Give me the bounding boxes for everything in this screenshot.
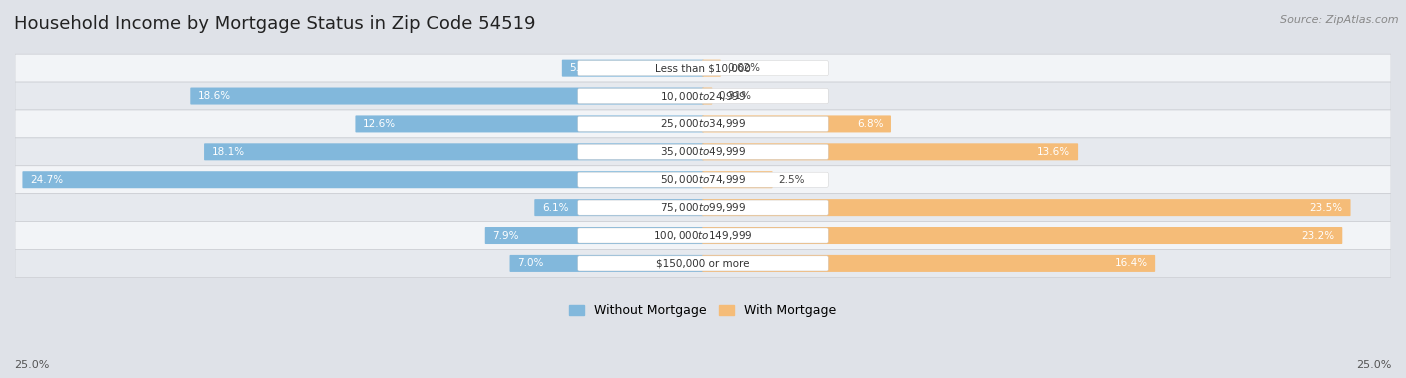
Text: 16.4%: 16.4% — [1115, 259, 1147, 268]
FancyBboxPatch shape — [204, 143, 704, 160]
FancyBboxPatch shape — [578, 256, 828, 271]
Text: 5.1%: 5.1% — [569, 63, 596, 73]
Text: 6.8%: 6.8% — [856, 119, 883, 129]
FancyBboxPatch shape — [702, 171, 773, 188]
FancyBboxPatch shape — [15, 138, 1391, 166]
Text: Less than $10,000: Less than $10,000 — [655, 63, 751, 73]
Text: 25.0%: 25.0% — [14, 361, 49, 370]
Text: 25.0%: 25.0% — [1357, 361, 1392, 370]
FancyBboxPatch shape — [22, 171, 704, 188]
Text: 23.2%: 23.2% — [1302, 231, 1334, 240]
FancyBboxPatch shape — [15, 194, 1391, 222]
Text: 23.5%: 23.5% — [1310, 203, 1343, 212]
FancyBboxPatch shape — [702, 143, 1078, 160]
Text: Source: ZipAtlas.com: Source: ZipAtlas.com — [1281, 15, 1399, 25]
FancyBboxPatch shape — [15, 82, 1391, 110]
FancyBboxPatch shape — [485, 227, 704, 244]
Text: $75,000 to $99,999: $75,000 to $99,999 — [659, 201, 747, 214]
Text: Household Income by Mortgage Status in Zip Code 54519: Household Income by Mortgage Status in Z… — [14, 15, 536, 33]
FancyBboxPatch shape — [562, 60, 704, 77]
Text: $100,000 to $149,999: $100,000 to $149,999 — [654, 229, 752, 242]
FancyBboxPatch shape — [578, 172, 828, 187]
Legend: Without Mortgage, With Mortgage: Without Mortgage, With Mortgage — [564, 299, 842, 322]
Text: 7.9%: 7.9% — [492, 231, 519, 240]
FancyBboxPatch shape — [702, 115, 891, 132]
FancyBboxPatch shape — [356, 115, 704, 132]
FancyBboxPatch shape — [578, 228, 828, 243]
Text: 12.6%: 12.6% — [363, 119, 396, 129]
FancyBboxPatch shape — [15, 222, 1391, 249]
Text: $35,000 to $49,999: $35,000 to $49,999 — [659, 145, 747, 158]
FancyBboxPatch shape — [578, 88, 828, 104]
Text: 18.6%: 18.6% — [198, 91, 231, 101]
Text: 13.6%: 13.6% — [1038, 147, 1070, 157]
Text: $10,000 to $24,999: $10,000 to $24,999 — [659, 90, 747, 102]
Text: 0.62%: 0.62% — [727, 63, 759, 73]
FancyBboxPatch shape — [15, 249, 1391, 277]
FancyBboxPatch shape — [578, 60, 828, 76]
Text: 7.0%: 7.0% — [517, 259, 544, 268]
Text: $50,000 to $74,999: $50,000 to $74,999 — [659, 173, 747, 186]
Text: 6.1%: 6.1% — [541, 203, 568, 212]
FancyBboxPatch shape — [578, 116, 828, 132]
Text: 0.31%: 0.31% — [718, 91, 751, 101]
FancyBboxPatch shape — [15, 166, 1391, 194]
FancyBboxPatch shape — [190, 88, 704, 105]
FancyBboxPatch shape — [702, 255, 1156, 272]
FancyBboxPatch shape — [702, 88, 713, 105]
FancyBboxPatch shape — [15, 110, 1391, 138]
Text: 2.5%: 2.5% — [779, 175, 806, 185]
FancyBboxPatch shape — [702, 227, 1343, 244]
FancyBboxPatch shape — [702, 60, 721, 77]
FancyBboxPatch shape — [509, 255, 704, 272]
Text: 18.1%: 18.1% — [212, 147, 245, 157]
FancyBboxPatch shape — [15, 54, 1391, 82]
Text: $150,000 or more: $150,000 or more — [657, 259, 749, 268]
Text: 24.7%: 24.7% — [30, 175, 63, 185]
FancyBboxPatch shape — [578, 200, 828, 215]
FancyBboxPatch shape — [534, 199, 704, 216]
FancyBboxPatch shape — [578, 144, 828, 160]
FancyBboxPatch shape — [702, 199, 1351, 216]
Text: $25,000 to $34,999: $25,000 to $34,999 — [659, 118, 747, 130]
